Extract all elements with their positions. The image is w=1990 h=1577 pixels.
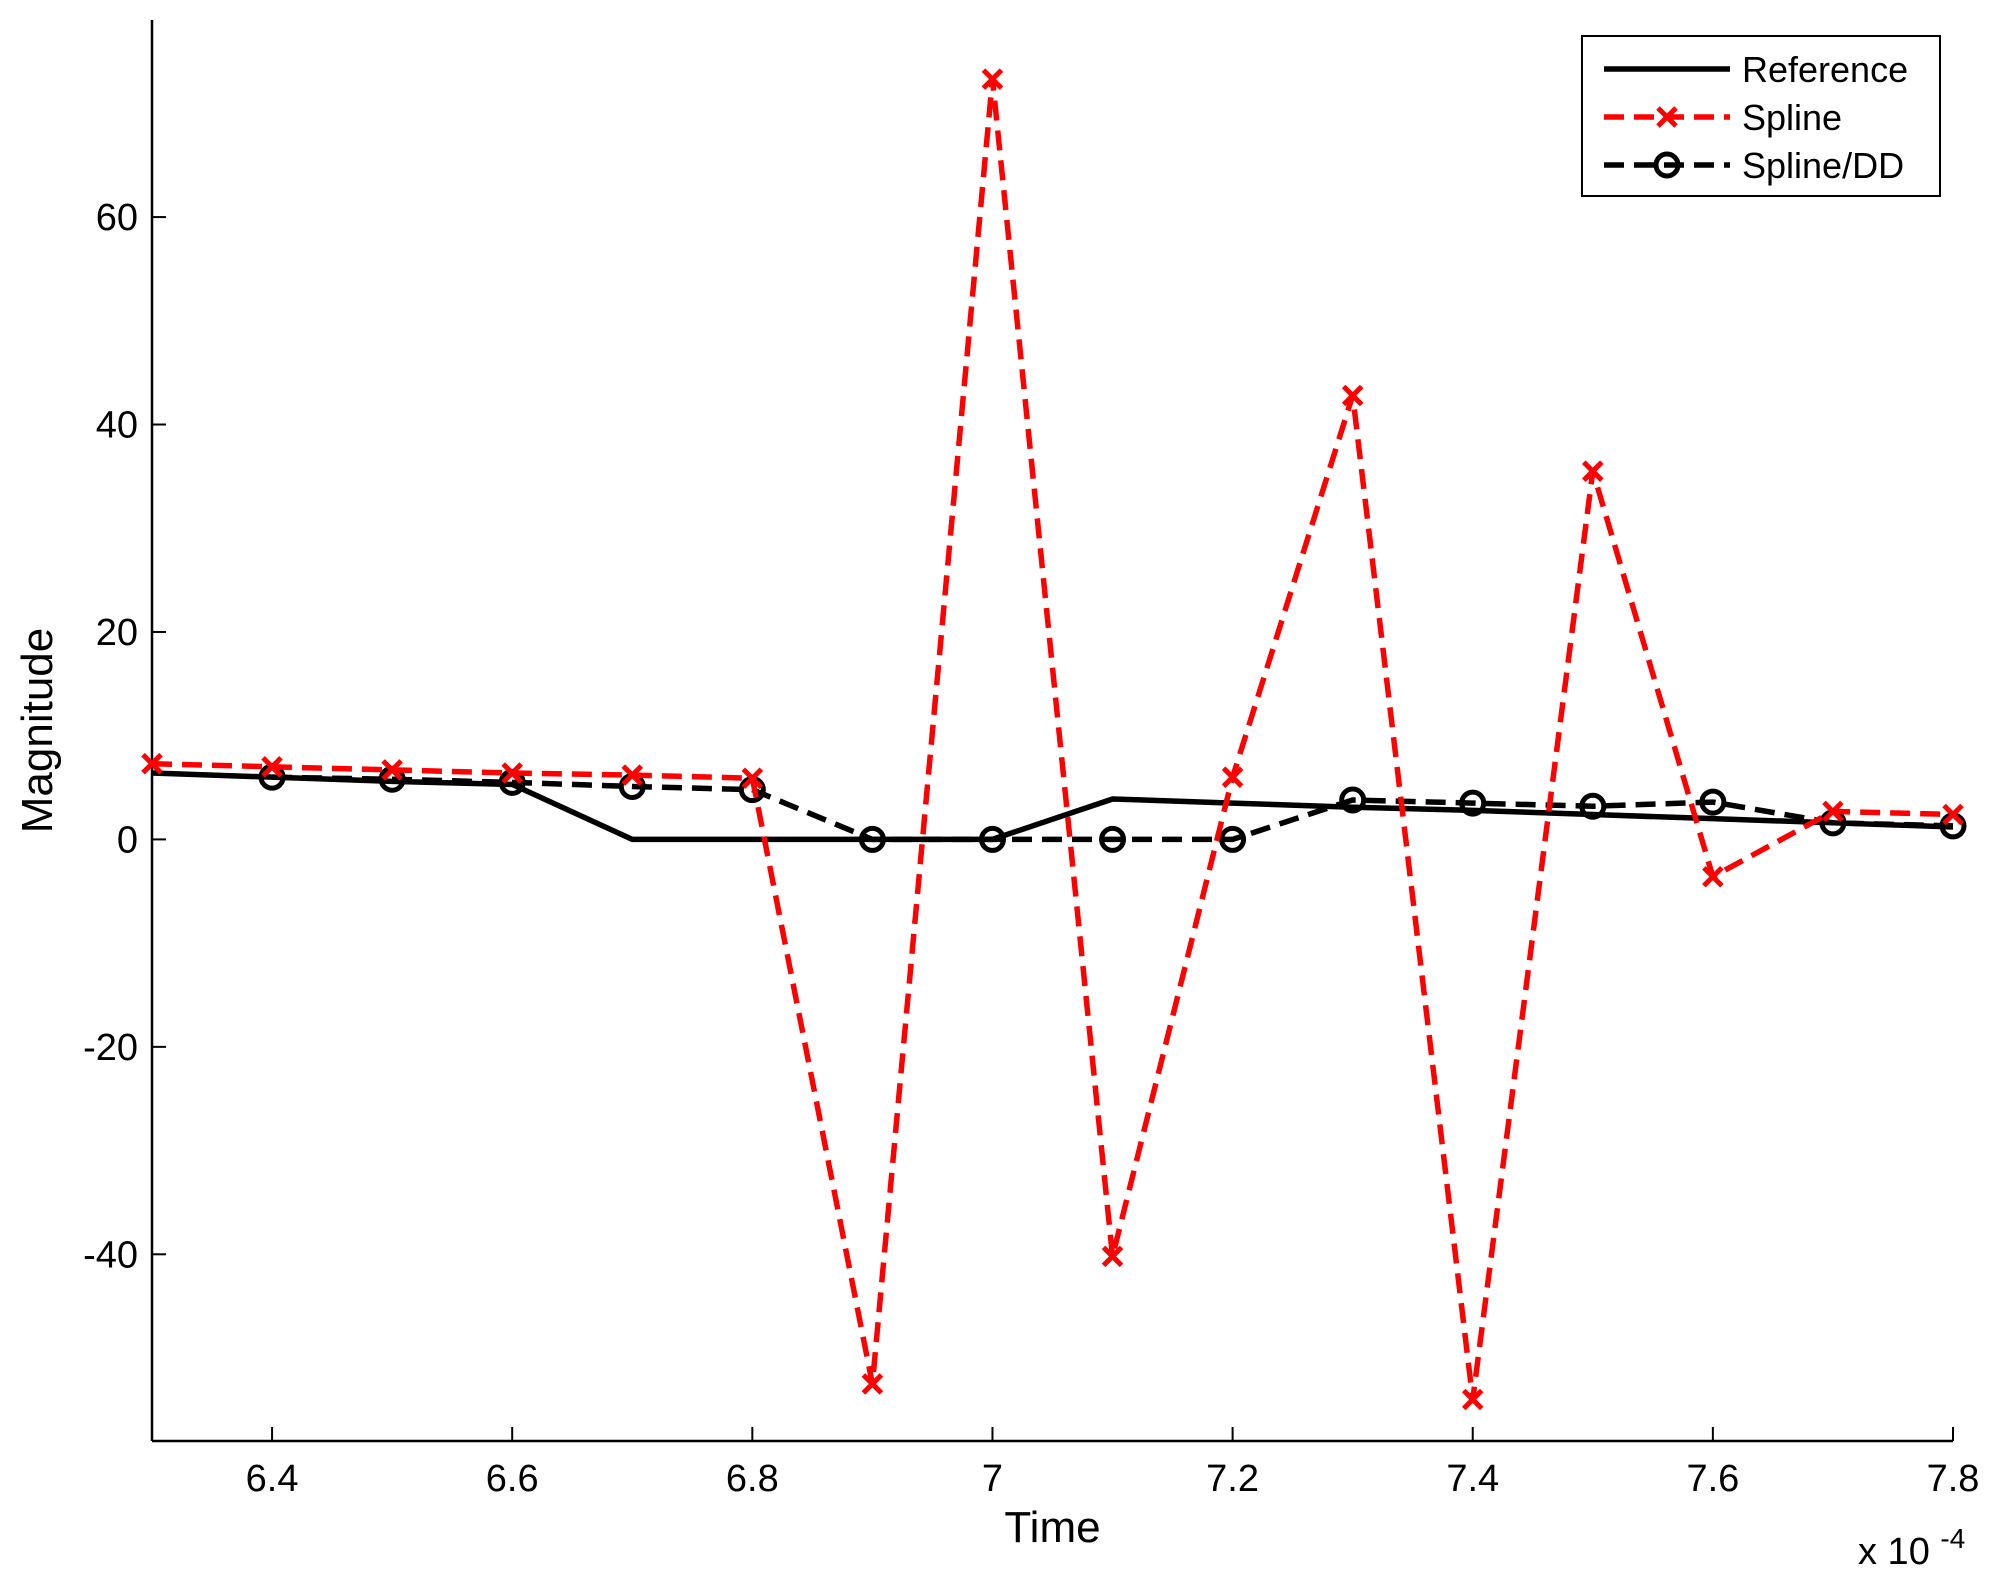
x-marker xyxy=(1221,766,1244,788)
x-marker xyxy=(1822,800,1844,823)
x-marker-stroke xyxy=(141,752,163,775)
y-tick-label: -40 xyxy=(83,1234,138,1276)
y-ticks: -40 -20 0 20 40 60 xyxy=(83,197,166,1276)
x-tick-label: 7.2 xyxy=(1206,1458,1259,1500)
x-marker-stroke xyxy=(1341,384,1364,407)
x-marker-stroke xyxy=(1702,865,1724,888)
x-tick-label: 6.4 xyxy=(246,1458,299,1500)
x-ticks: 6.4 6.6 6.8 7 7.2 7.4 7.6 7.8 xyxy=(246,1427,1980,1500)
circle-marker xyxy=(1099,825,1127,853)
legend: Reference Spline Spline/DD xyxy=(1581,35,1941,197)
x-marker xyxy=(261,756,283,778)
x-marker xyxy=(1656,106,1678,128)
x-marker-stroke xyxy=(381,759,403,781)
x-marker-stroke xyxy=(1656,106,1678,128)
circle-marker xyxy=(1653,151,1681,179)
x-marker-stroke xyxy=(861,1373,884,1395)
x-marker xyxy=(141,752,163,775)
x-marker-stroke xyxy=(501,762,523,784)
x-tick-label: 6.6 xyxy=(486,1458,539,1500)
x-marker-stroke xyxy=(1101,1245,1124,1268)
x-marker xyxy=(621,764,644,786)
x-marker-stroke xyxy=(981,68,1004,90)
x-marker-stroke xyxy=(741,767,764,789)
x-marker-stroke xyxy=(1822,800,1844,823)
x-marker-stroke xyxy=(1461,1388,1484,1411)
x-axis-multiplier-base: x 10 xyxy=(1858,1531,1930,1573)
x-marker-stroke xyxy=(1942,803,1964,826)
x-marker-stroke xyxy=(621,764,644,786)
y-tick-label: 40 xyxy=(96,405,138,447)
x-marker xyxy=(1702,865,1724,888)
x-marker-stroke xyxy=(261,756,283,778)
axes: 6.4 6.6 6.8 7 7.2 7.4 7.6 7.8 -40 -20 0 20 40 60 xyxy=(83,20,1979,1500)
x-marker xyxy=(1461,1388,1484,1411)
y-tick-label: 0 xyxy=(117,819,138,861)
x-marker xyxy=(501,762,523,784)
y-tick-label: -20 xyxy=(83,1027,138,1069)
x-tick-label: 7.4 xyxy=(1446,1458,1499,1500)
x-tick-label: 7 xyxy=(982,1458,1003,1500)
series-layer xyxy=(141,68,1967,1411)
series-line-spline-dd xyxy=(272,774,1954,843)
circle-marker xyxy=(858,825,886,853)
x-tick-label: 7.8 xyxy=(1927,1458,1980,1500)
legend-label-spline: Spline xyxy=(1742,97,1842,138)
x-tick-label: 7.6 xyxy=(1686,1458,1739,1500)
circle-marker xyxy=(1339,786,1367,814)
y-tick-label: 20 xyxy=(96,612,138,654)
circle-marker xyxy=(1579,792,1607,820)
circle-marker xyxy=(1219,825,1247,853)
x-marker xyxy=(861,1373,884,1395)
x-marker xyxy=(741,767,764,789)
x-tick-label: 6.8 xyxy=(726,1458,779,1500)
series-line-spline xyxy=(151,76,1954,1403)
x-marker-stroke xyxy=(1582,460,1604,482)
y-axis-title: Magnitude xyxy=(13,628,62,833)
circle-marker xyxy=(978,825,1006,853)
x-marker xyxy=(1341,384,1364,407)
x-axis-multiplier: x 10 -4 xyxy=(1858,1523,1965,1573)
x-marker xyxy=(1582,460,1604,482)
x-marker xyxy=(981,68,1004,90)
x-marker xyxy=(381,759,403,781)
legend-label-reference: Reference xyxy=(1742,49,1908,90)
legend-label-spline-dd: Spline/DD xyxy=(1742,145,1904,186)
circle-marker xyxy=(1459,789,1487,817)
x-marker xyxy=(1942,803,1964,826)
x-axis-multiplier-exponent: -4 xyxy=(1940,1523,1965,1554)
series-spline xyxy=(141,68,1964,1411)
y-tick-label: 60 xyxy=(96,197,138,239)
circle-marker xyxy=(1699,788,1727,816)
x-marker-stroke xyxy=(1221,766,1244,788)
x-axis-title: Time xyxy=(1004,1503,1100,1552)
x-marker xyxy=(1101,1245,1124,1268)
